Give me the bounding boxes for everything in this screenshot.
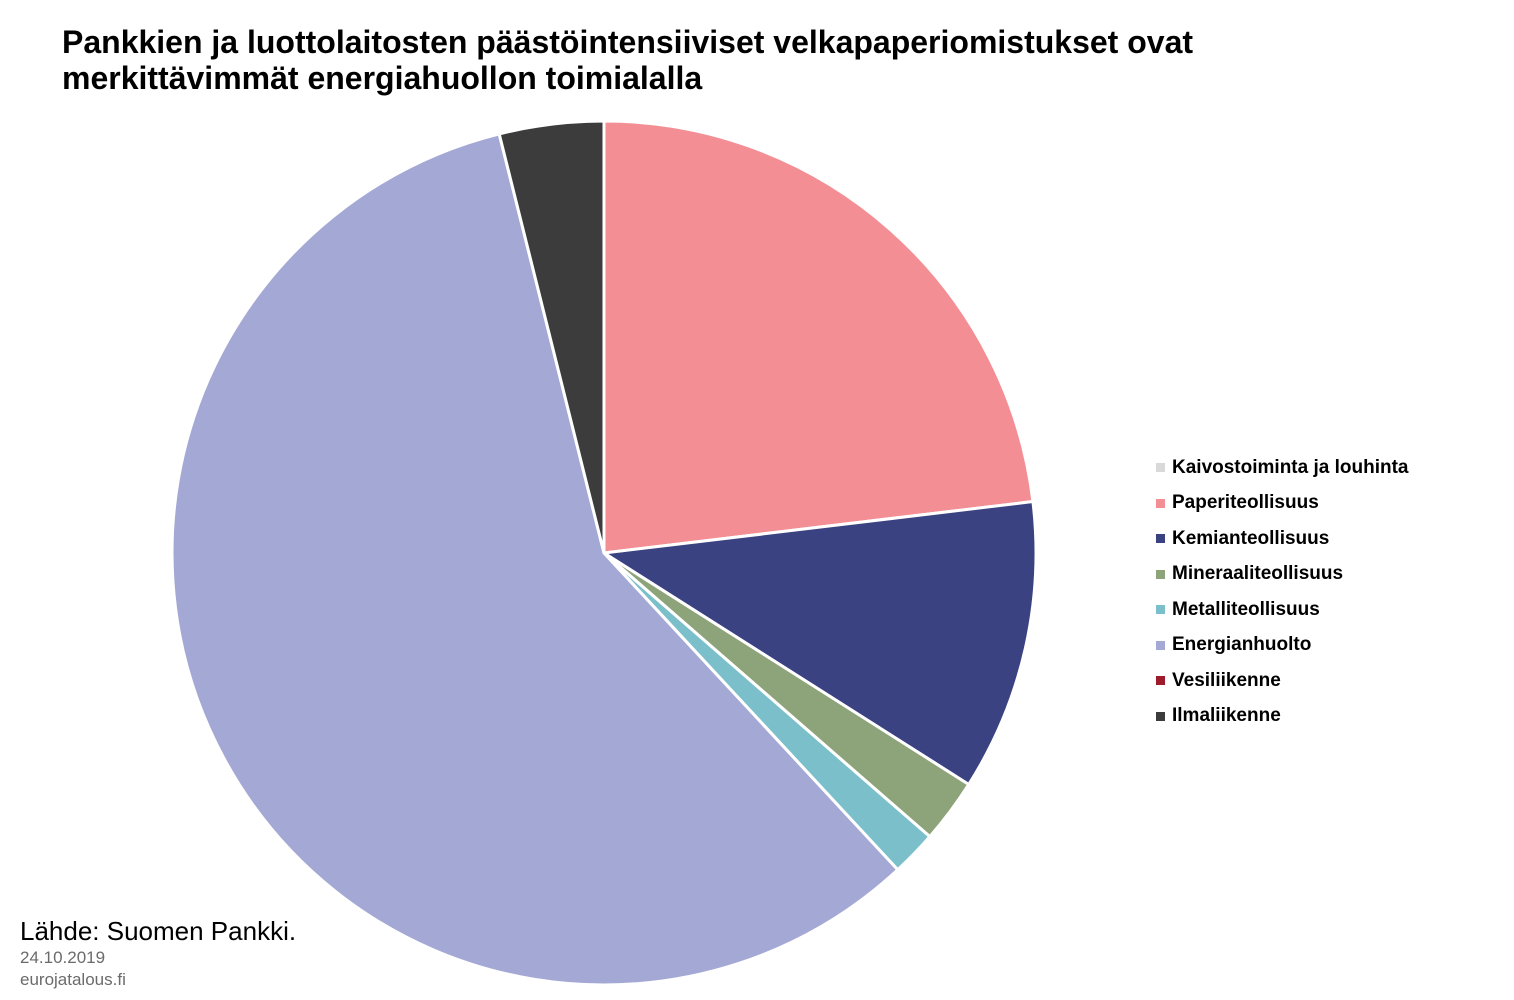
legend-swatch: [1156, 498, 1165, 508]
legend-item-ilmaliikenne: Ilmaliikenne: [1156, 699, 1496, 735]
legend-swatch: [1156, 463, 1165, 473]
chart-title: Pankkien ja luottolaitosten päästöintens…: [62, 24, 1194, 96]
legend-swatch: [1156, 569, 1165, 579]
pie-slice-kemianteollisuus: [602, 500, 1038, 786]
legend-label: Kaivostoiminta ja louhinta: [1172, 456, 1409, 478]
legend-label: Metalliteollisuus: [1172, 598, 1320, 620]
legend-item-metalliteollisuus: Metalliteollisuus: [1156, 592, 1496, 628]
source-note: Lähde: Suomen Pankki.: [20, 916, 297, 946]
legend-swatch: [1156, 640, 1165, 650]
legend-item-energianhuolto: Energianhuolto: [1156, 628, 1496, 664]
legend-label: Vesiliikenne: [1172, 669, 1281, 691]
legend-label: Ilmaliikenne: [1172, 705, 1281, 727]
legend-item-kemianteollisuus: Kemianteollisuus: [1156, 521, 1496, 557]
chart-legend: Kaivostoiminta ja louhinta Paperiteollisu…: [1156, 450, 1496, 734]
legend-item-mineraaliteollisuus: Mineraaliteollisuus: [1156, 557, 1496, 593]
legend-swatch: [1156, 676, 1165, 686]
legend-label: Paperiteollisuus: [1172, 492, 1319, 514]
legend-item-kaivostoiminta-ja-louhinta: Kaivostoiminta ja louhinta: [1156, 450, 1496, 486]
legend-item-vesiliikenne: Vesiliikenne: [1156, 663, 1496, 699]
legend-swatch: [1156, 711, 1165, 721]
legend-label: Mineraaliteollisuus: [1172, 563, 1344, 585]
site-name: eurojatalous.fi: [20, 970, 126, 989]
legend-label: Energianhuolto: [1172, 634, 1312, 656]
publish-date: 24.10.2019: [20, 948, 106, 967]
legend-swatch: [1156, 534, 1165, 544]
legend-swatch: [1156, 605, 1165, 615]
legend-label: Kemianteollisuus: [1172, 527, 1330, 549]
pie-slice-paperiteollisuus: [602, 119, 1035, 555]
pie-slice-ilmaliikenne: [497, 119, 606, 555]
legend-item-paperiteollisuus: Paperiteollisuus: [1156, 486, 1496, 522]
pie-slice-energianhuolto: [170, 132, 900, 987]
